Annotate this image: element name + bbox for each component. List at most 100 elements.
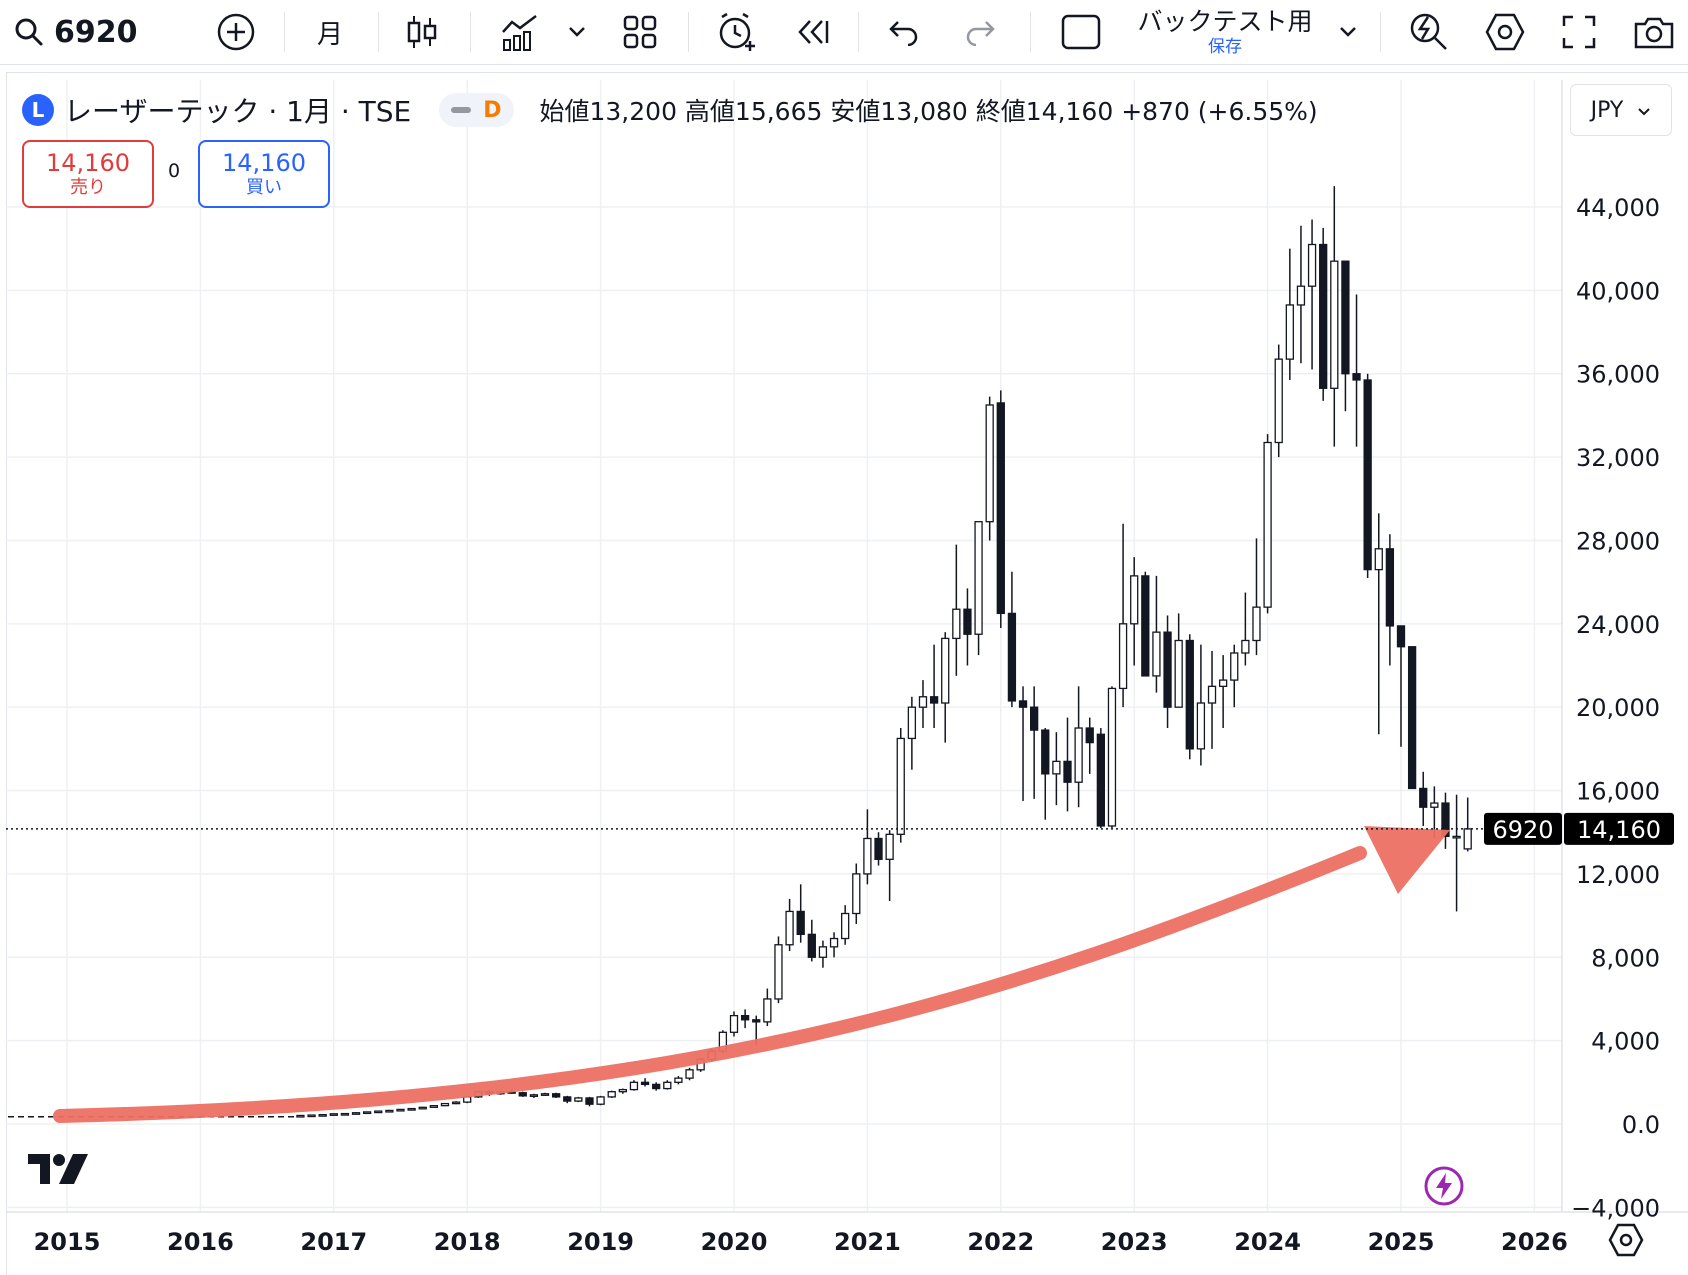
sell-button[interactable]: 14,160 売り xyxy=(22,140,154,208)
visibility-toggle[interactable]: D xyxy=(439,93,514,127)
candle-body-up xyxy=(451,1101,461,1105)
settings-button[interactable] xyxy=(1478,0,1532,64)
interval-button[interactable]: 月 xyxy=(316,19,343,50)
symbol-title[interactable]: レーザーテック · 1月 · TSE xyxy=(64,95,412,128)
symbol-price-label: 6920 xyxy=(1492,816,1553,844)
screenshot-button[interactable] xyxy=(1628,0,1680,64)
chart-type-button[interactable] xyxy=(396,0,448,64)
candle-body-down xyxy=(1096,733,1105,827)
last-price-layer: 6920 14,160 xyxy=(6,812,1674,845)
candle-body-up xyxy=(941,637,950,704)
candle-body-up xyxy=(1307,243,1317,287)
time-tick-label: 2015 xyxy=(34,1228,101,1256)
square-icon xyxy=(1061,14,1101,50)
candle-body-up xyxy=(574,1097,583,1102)
indicators-button[interactable] xyxy=(494,0,546,64)
hexagon-settings-icon xyxy=(1608,1223,1644,1257)
undo-button[interactable] xyxy=(878,0,930,64)
candle-body-down xyxy=(1407,646,1417,790)
candle-body-up xyxy=(329,1113,338,1116)
candle-body-down xyxy=(796,910,805,935)
redo-button[interactable] xyxy=(954,0,1006,64)
toolbar-divider xyxy=(470,12,471,52)
symbol-search-button[interactable]: 6920 xyxy=(14,0,184,64)
candle-body-down xyxy=(1363,379,1372,571)
chevron-down-icon xyxy=(1637,98,1651,123)
time-tick-label: 2022 xyxy=(967,1228,1034,1256)
toolbar-divider xyxy=(858,12,859,52)
time-tick-label: 2025 xyxy=(1368,1228,1435,1256)
layout-name: バックテスト用 xyxy=(1137,7,1313,36)
tradingview-logo[interactable] xyxy=(28,1152,92,1190)
candle-body-down xyxy=(1041,729,1050,775)
candles-icon xyxy=(405,12,439,52)
candle-body-up xyxy=(1374,548,1383,571)
candle-body-up xyxy=(1252,606,1261,642)
candle-body-up xyxy=(885,833,894,860)
toolbar-divider xyxy=(688,12,689,52)
price-tick-label: 4,000 xyxy=(1591,1028,1660,1056)
candle-body-up xyxy=(907,706,917,740)
layout-toggle-button[interactable] xyxy=(1058,0,1104,64)
data-badge: D xyxy=(483,97,502,123)
candle-body-up xyxy=(896,737,905,835)
candle-body-down xyxy=(1030,706,1039,731)
candle-body-down xyxy=(1441,802,1450,838)
grid-icon xyxy=(622,14,658,50)
buy-button[interactable]: 14,160 買い xyxy=(198,140,330,208)
indicators-dropdown[interactable] xyxy=(562,0,592,64)
candle-body-up xyxy=(1430,802,1439,808)
trend-arrow-head xyxy=(1364,826,1450,894)
time-tick-label: 2016 xyxy=(167,1228,234,1256)
candle-body-up xyxy=(296,1114,305,1118)
fullscreen-button[interactable] xyxy=(1554,0,1604,64)
candle-body-down xyxy=(1163,631,1172,708)
indicators-icon xyxy=(500,12,540,52)
candle-body-down xyxy=(752,1019,761,1023)
quick-search-button[interactable] xyxy=(1402,0,1456,64)
candle-body-up xyxy=(407,1107,416,1111)
candle-body-up xyxy=(1107,687,1117,827)
candle-body-down xyxy=(874,837,883,860)
layout-grid-button[interactable] xyxy=(614,0,666,64)
candle-body-up xyxy=(729,1014,739,1033)
quick-trade-button[interactable] xyxy=(1424,1166,1464,1206)
candle-body-up xyxy=(1074,727,1083,783)
candle-body-up xyxy=(318,1113,327,1117)
chart-pane[interactable] xyxy=(6,72,1688,1275)
candle-body-up xyxy=(674,1077,683,1083)
candle-body-up xyxy=(1241,639,1250,654)
alert-button[interactable] xyxy=(710,0,764,64)
add-symbol-button[interactable] xyxy=(210,0,262,64)
price-tick-label: 44,000 xyxy=(1576,194,1660,222)
spread-value: 0 xyxy=(168,160,181,182)
candle-body-up xyxy=(829,937,839,948)
candle-body-up xyxy=(607,1091,616,1098)
candle-body-up xyxy=(540,1093,550,1096)
alarm-clock-icon xyxy=(716,11,758,53)
symbol-label: 6920 xyxy=(54,14,138,50)
sell-price: 14,160 xyxy=(46,149,130,177)
candles-layer xyxy=(8,186,1472,1118)
eye-closed-icon xyxy=(451,107,472,113)
currency-select[interactable]: JPY xyxy=(1570,84,1672,136)
candle-body-up xyxy=(629,1081,639,1091)
candle-body-down xyxy=(963,608,972,635)
candle-body-up xyxy=(1207,685,1217,704)
plus-circle-icon xyxy=(216,12,256,52)
axis-settings-button[interactable] xyxy=(1608,1222,1644,1258)
candle-body-up xyxy=(1230,652,1239,681)
candle-body-down xyxy=(1141,575,1150,677)
last-price-label: 14,160 xyxy=(1577,816,1661,844)
time-tick-label: 2026 xyxy=(1501,1228,1568,1256)
candle-body-up xyxy=(785,910,794,946)
layout-dropdown[interactable] xyxy=(1334,0,1362,64)
candle-body-up xyxy=(307,1114,316,1118)
replay-button[interactable] xyxy=(786,0,838,64)
candle-body-down xyxy=(807,933,816,958)
candle-body-up xyxy=(1174,639,1183,708)
candle-body-up xyxy=(852,873,861,915)
candle-body-up xyxy=(818,946,828,958)
layout-name-button[interactable]: バックテスト用 保存 xyxy=(1120,0,1330,64)
